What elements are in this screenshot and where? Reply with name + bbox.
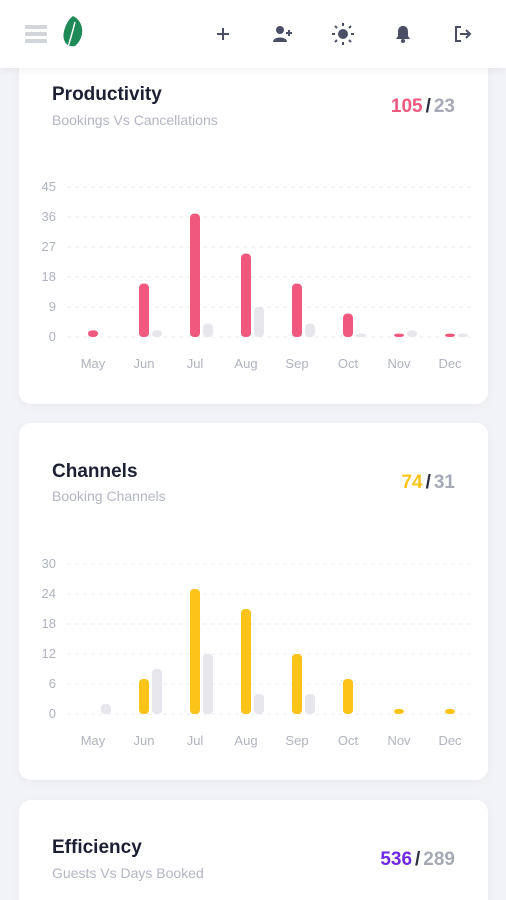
- x-tick-label: Aug: [234, 356, 257, 371]
- y-tick-label: 36: [42, 209, 56, 224]
- x-tick-label: Oct: [338, 733, 359, 748]
- y-tick-label: 45: [42, 179, 56, 194]
- bar-primary: [343, 313, 353, 337]
- bar-primary: [445, 709, 455, 714]
- y-tick-label: 9: [49, 299, 56, 314]
- stat-value: 105/23: [390, 96, 455, 117]
- channels-card: Channels Booking Channels 74/31 0 6 12 18 24…: [19, 423, 488, 780]
- bar-secondary: [203, 654, 213, 714]
- bar-primary: [190, 589, 200, 714]
- card-subtitle: Booking Channels: [52, 488, 166, 504]
- x-tick-label: Dec: [438, 733, 462, 748]
- bar-secondary: [356, 333, 366, 337]
- bar-secondary: [305, 323, 315, 337]
- bar-primary: [190, 213, 200, 337]
- x-tick-label: Aug: [234, 733, 257, 748]
- x-tick-label: Nov: [387, 356, 411, 371]
- productivity-bar-chart: 0 9 18 27 36 45 May Jun Jul Aug Sep Oct Nov Dec: [42, 179, 474, 371]
- bar-primary: [343, 679, 353, 714]
- card-subtitle: Guests Vs Days Booked: [52, 865, 204, 881]
- bar-primary: [139, 283, 149, 337]
- y-tick-label: 18: [42, 616, 56, 631]
- x-tick-label: Jul: [187, 733, 204, 748]
- y-tick-label: 24: [42, 586, 56, 601]
- bar-secondary: [152, 669, 162, 714]
- bar-primary: [241, 609, 251, 714]
- bar-secondary: [407, 330, 417, 337]
- stat-primary: 74: [401, 472, 423, 493]
- bar-secondary: [203, 323, 213, 337]
- card-subtitle: Bookings Vs Cancellations: [52, 112, 218, 128]
- bar-secondary: [254, 307, 264, 337]
- top-navbar: [0, 0, 506, 68]
- productivity-card: Productivity Bookings Vs Cancellations 1…: [19, 40, 488, 404]
- stat-primary: 105: [390, 96, 423, 117]
- x-tick-label: Sep: [285, 356, 308, 371]
- y-tick-label: 30: [42, 556, 56, 571]
- logout-icon[interactable]: [448, 19, 478, 49]
- bar-secondary: [254, 694, 264, 714]
- bar-primary: [445, 333, 455, 337]
- y-tick-label: 12: [42, 646, 56, 661]
- stat-secondary: 31: [433, 472, 455, 493]
- user-plus-icon[interactable]: [268, 19, 298, 49]
- x-tick-label: Jun: [134, 356, 155, 371]
- x-tick-label: Dec: [438, 356, 462, 371]
- bar-primary: [394, 709, 404, 714]
- y-tick-label: 6: [49, 676, 56, 691]
- stat-secondary: 289: [423, 849, 455, 870]
- menu-icon[interactable]: [22, 19, 52, 49]
- bar-secondary: [152, 330, 162, 337]
- x-tick-label: Nov: [387, 733, 411, 748]
- y-tick-label: 0: [49, 706, 56, 721]
- bar-primary: [139, 679, 149, 714]
- stat-secondary: 23: [433, 96, 455, 117]
- stat-primary: 536: [380, 849, 413, 870]
- x-tick-label: Oct: [338, 356, 359, 371]
- sun-icon[interactable]: [328, 19, 358, 49]
- bar-secondary: [101, 704, 111, 714]
- bar-primary: [241, 253, 251, 337]
- card-title: Channels: [52, 461, 138, 482]
- channels-bar-chart: 0 6 12 18 24 30 May Jun Jul Aug Sep Oct Nov Dec: [42, 556, 474, 748]
- stat-value: 74/31: [401, 472, 455, 493]
- card-title: Productivity: [52, 84, 162, 105]
- card-title: Efficiency: [52, 837, 142, 858]
- bar-secondary: [305, 694, 315, 714]
- bar-secondary: [458, 333, 468, 337]
- bell-icon[interactable]: [388, 19, 418, 49]
- x-tick-label: Jun: [134, 733, 155, 748]
- bar-primary: [394, 333, 404, 337]
- y-tick-label: 18: [42, 269, 56, 284]
- x-tick-label: May: [81, 733, 106, 748]
- efficiency-card: Efficiency Guests Vs Days Booked 536/289: [19, 800, 488, 900]
- stat-value: 536/289: [380, 849, 455, 870]
- leaf-logo[interactable]: [58, 16, 88, 51]
- bar-primary: [292, 654, 302, 714]
- bar-primary: [292, 283, 302, 337]
- x-tick-label: May: [81, 356, 106, 371]
- bar-primary: [88, 330, 98, 337]
- x-tick-label: Jul: [187, 356, 204, 371]
- plus-icon[interactable]: [208, 19, 238, 49]
- y-tick-label: 0: [49, 329, 56, 344]
- x-tick-label: Sep: [285, 733, 308, 748]
- y-tick-label: 27: [42, 239, 56, 254]
